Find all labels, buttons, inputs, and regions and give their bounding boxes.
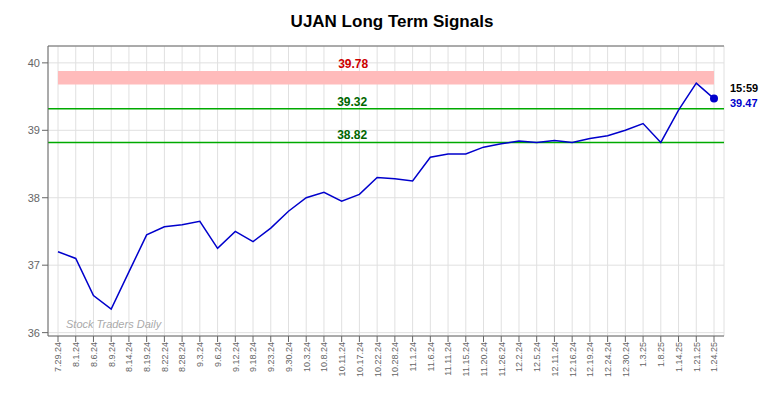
- svg-text:8.19.24: 8.19.24: [142, 342, 152, 372]
- svg-text:1.3.25: 1.3.25: [638, 342, 648, 367]
- svg-text:12.24.24: 12.24.24: [603, 342, 613, 377]
- svg-text:11.26.24: 11.26.24: [497, 342, 507, 376]
- svg-text:7.29.24: 7.29.24: [53, 342, 63, 372]
- svg-text:9.18.24: 9.18.24: [248, 342, 258, 372]
- svg-text:15:59: 15:59: [730, 82, 758, 94]
- svg-text:12.11.24: 12.11.24: [550, 342, 560, 376]
- svg-text:9.6.24: 9.6.24: [213, 342, 223, 367]
- svg-text:8.28.24: 8.28.24: [177, 342, 187, 372]
- svg-text:8.9.24: 8.9.24: [107, 342, 117, 367]
- svg-text:12.5.24: 12.5.24: [532, 342, 542, 372]
- svg-text:11.11.24: 11.11.24: [443, 342, 453, 376]
- svg-text:10.3.24: 10.3.24: [302, 342, 312, 372]
- html-text:Stock Traders Daily: Stock Traders Daily: [66, 318, 162, 330]
- svg-text:38: 38: [28, 192, 40, 204]
- svg-text:12.16.24: 12.16.24: [568, 342, 578, 377]
- svg-text:11.1.24: 11.1.24: [408, 342, 418, 371]
- svg-text:1.24.25: 1.24.25: [709, 342, 719, 372]
- svg-text:9.3.24: 9.3.24: [195, 342, 205, 367]
- svg-text:10.17.24: 10.17.24: [355, 342, 365, 377]
- svg-text:11.6.24: 11.6.24: [426, 342, 436, 371]
- svg-text:40: 40: [28, 57, 40, 69]
- svg-text:8.1.24: 8.1.24: [71, 342, 81, 367]
- svg-text:11.20.24: 11.20.24: [479, 342, 489, 376]
- svg-text:37: 37: [28, 259, 40, 271]
- svg-text:36: 36: [28, 327, 40, 339]
- svg-text:39.47: 39.47: [730, 97, 758, 109]
- svg-text:9.30.24: 9.30.24: [284, 342, 294, 372]
- html-text:UJAN Long Term Signals: UJAN Long Term Signals: [290, 12, 494, 31]
- svg-text:12.30.24: 12.30.24: [621, 342, 631, 377]
- svg-text:8.6.24: 8.6.24: [89, 342, 99, 367]
- svg-text:1.14.25: 1.14.25: [674, 342, 684, 372]
- svg-text:10.8.24: 10.8.24: [319, 342, 329, 372]
- svg-text:1.21.25: 1.21.25: [692, 342, 702, 372]
- svg-text:9.12.24: 9.12.24: [231, 342, 241, 372]
- svg-text:8.14.24: 8.14.24: [124, 342, 134, 372]
- svg-text:39: 39: [28, 124, 40, 136]
- svg-text:11.15.24: 11.15.24: [461, 342, 471, 376]
- svg-text:8.22.24: 8.22.24: [160, 342, 170, 372]
- svg-text:12.19.24: 12.19.24: [585, 342, 595, 377]
- svg-text:39.32: 39.32: [337, 95, 367, 109]
- svg-text:10.28.24: 10.28.24: [390, 342, 400, 377]
- svg-text:12.2.24: 12.2.24: [514, 342, 524, 372]
- svg-text:38.82: 38.82: [337, 128, 367, 142]
- svg-text:39.78: 39.78: [338, 57, 368, 71]
- svg-text:10.11.24: 10.11.24: [337, 342, 347, 376]
- svg-text:10.22.24: 10.22.24: [373, 342, 383, 377]
- svg-text:1.8.25: 1.8.25: [656, 342, 666, 367]
- svg-text:9.23.24: 9.23.24: [266, 342, 276, 372]
